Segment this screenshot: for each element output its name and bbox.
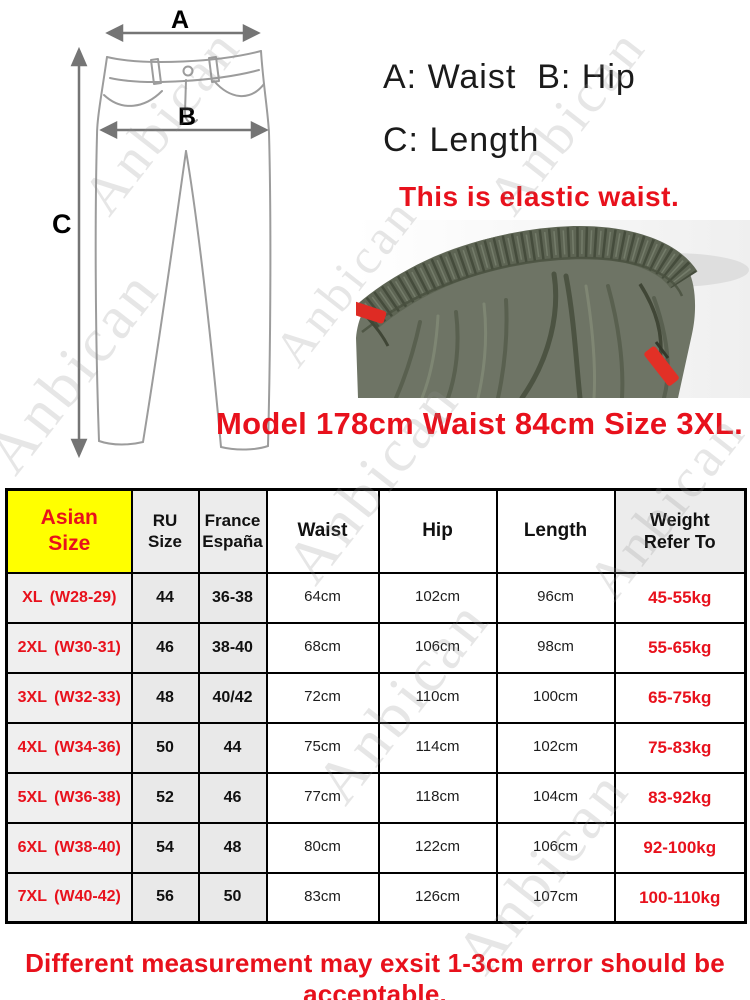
length-cell: 98cm (495, 621, 616, 674)
table-row: 4XL (W34-36) 50 44 75cm 114cm 102cm 75-8… (5, 721, 747, 774)
hip-arrow-label: B (178, 103, 197, 131)
elastic-waist-note: This is elastic waist. (399, 181, 680, 212)
table-row: 7XL (W40-42) 56 50 83cm 126cm 107cm 100-… (5, 871, 747, 924)
column-header-length: Length (495, 488, 616, 574)
waist-cell: 68cm (265, 621, 380, 674)
size-cell: XL (W28-29) (5, 571, 133, 624)
waist-arrow-label: A (171, 6, 190, 34)
france-cell: 48 (197, 821, 268, 874)
red-zipper-pull-right (644, 346, 679, 386)
size-chart-table: Asian Size RU Size France España Waist H… (5, 488, 747, 924)
table-row: 6XL (W38-40) 54 48 80cm 122cm 106cm 92-1… (5, 821, 747, 874)
ru-cell: 50 (130, 721, 200, 774)
size-cell: 3XL (W32-33) (5, 671, 133, 724)
table-row: 5XL (W36-38) 52 46 77cm 118cm 104cm 83-9… (5, 771, 747, 824)
size-cell: 7XL (W40-42) (5, 871, 133, 924)
column-header-hip: Hip (377, 488, 498, 574)
pants-outline (94, 50, 272, 451)
length-cell: 106cm (495, 821, 616, 874)
france-cell: 38-40 (197, 621, 268, 674)
pocket-zip-right (638, 283, 663, 361)
length-arrow-label: C (52, 209, 72, 239)
ru-cell: 44 (130, 571, 200, 624)
ru-cell: 56 (130, 871, 200, 924)
hip-cell: 118cm (377, 771, 498, 824)
length-cell: 104cm (495, 771, 616, 824)
hip-cell: 110cm (377, 671, 498, 724)
weight-cell: 75-83kg (613, 721, 747, 774)
measurement-disclaimer: Different measurement may exsit 1-3cm er… (25, 948, 725, 1000)
size-cell: 2XL (W30-31) (5, 621, 133, 674)
france-cell: 46 (197, 771, 268, 824)
weight-cell: 65-75kg (613, 671, 747, 724)
waist-cell: 83cm (265, 871, 380, 924)
column-header-waist: Waist (265, 488, 380, 574)
elastic-waist-photo (356, 220, 750, 398)
hip-cell: 106cm (377, 621, 498, 674)
size-cell: 6XL (W38-40) (5, 821, 133, 874)
column-header-ru-size: RU Size (130, 488, 200, 574)
size-cell: 4XL (W34-36) (5, 721, 133, 774)
table-row: XL (W28-29) 44 36-38 64cm 102cm 96cm 45-… (5, 571, 747, 624)
length-cell: 102cm (495, 721, 616, 774)
weight-cell: 55-65kg (613, 621, 747, 674)
hip-cell: 114cm (377, 721, 498, 774)
ru-cell: 54 (130, 821, 200, 874)
column-header-weight: Weight Refer To (613, 488, 747, 574)
ru-cell: 46 (130, 621, 200, 674)
legend-length: C: Length (383, 121, 540, 159)
measure-arrows (70, 23, 269, 459)
length-cell: 100cm (495, 671, 616, 724)
table-row: 3XL (W32-33) 48 40/42 72cm 110cm 100cm 6… (5, 671, 747, 724)
header-row: Asian Size RU Size France España Waist H… (5, 488, 747, 574)
hip-cell: 126cm (377, 871, 498, 924)
red-zipper-pull-left (356, 301, 387, 324)
hip-cell: 102cm (377, 571, 498, 624)
length-cell: 107cm (495, 871, 616, 924)
column-header-france: France España (197, 488, 268, 574)
france-cell: 50 (197, 871, 268, 924)
table-row: 2XL (W30-31) 46 38-40 68cm 106cm 98cm 55… (5, 621, 747, 674)
waist-cell: 64cm (265, 571, 380, 624)
waist-cell: 72cm (265, 671, 380, 724)
ru-cell: 52 (130, 771, 200, 824)
france-cell: 40/42 (197, 671, 268, 724)
waist-cell: 75cm (265, 721, 380, 774)
hip-cell: 122cm (377, 821, 498, 874)
size-cell: 5XL (W36-38) (5, 771, 133, 824)
waist-cell: 77cm (265, 771, 380, 824)
column-header-asian-size: Asian Size (5, 488, 133, 574)
weight-cell: 45-55kg (613, 571, 747, 624)
pants-measurement-diagram (70, 23, 272, 459)
weight-cell: 83-92kg (613, 771, 747, 824)
weight-cell: 100-110kg (613, 871, 747, 924)
france-cell: 44 (197, 721, 268, 774)
model-size-note: Model 178cm Waist 84cm Size 3XL. (216, 406, 744, 441)
length-cell: 96cm (495, 571, 616, 624)
weight-cell: 92-100kg (613, 821, 747, 874)
france-cell: 36-38 (197, 571, 268, 624)
waist-cell: 80cm (265, 821, 380, 874)
legend-waist-hip: A: Waist B: Hip (383, 58, 636, 96)
drawstring (519, 271, 583, 398)
ru-cell: 48 (130, 671, 200, 724)
